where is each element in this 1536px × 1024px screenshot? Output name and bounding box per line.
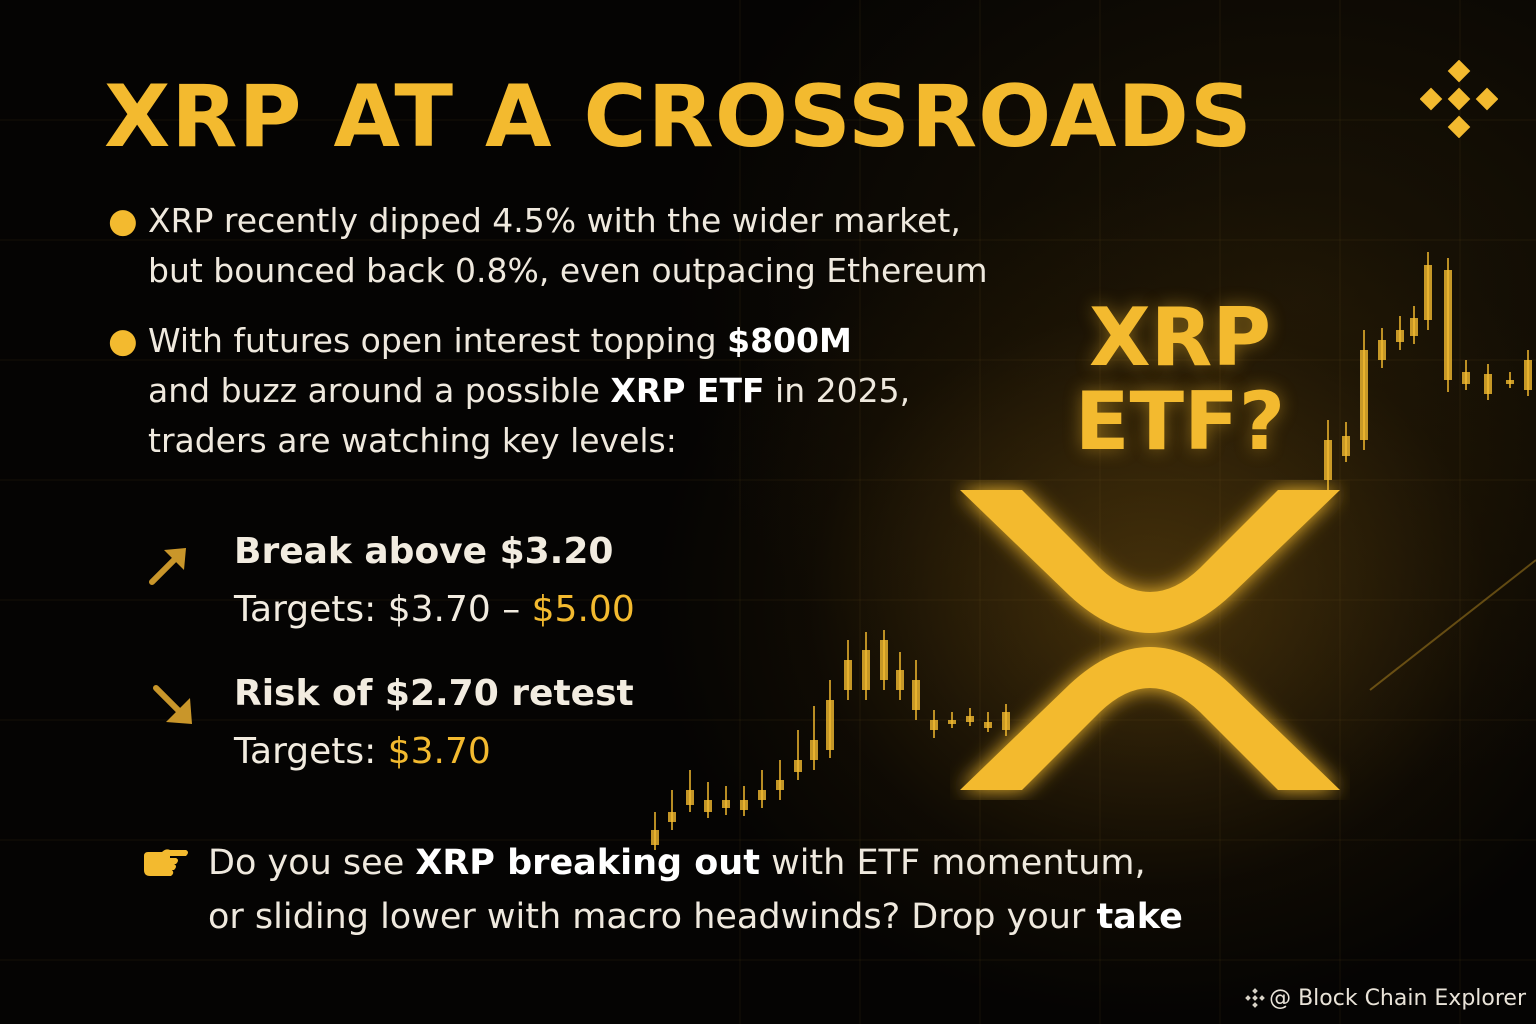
candle-body bbox=[1444, 270, 1452, 380]
candle-body bbox=[1462, 372, 1470, 384]
breakout-level: Break above $3.20 bbox=[234, 531, 614, 572]
bullet-text-1: XRP recently dipped 4.5% with the wider … bbox=[148, 196, 988, 296]
bullet-text-2: With futures open interest topping $800M… bbox=[148, 316, 910, 466]
candle-body bbox=[826, 700, 834, 750]
risk-level: Risk of $2.70 retest bbox=[234, 673, 634, 714]
candle-body bbox=[722, 800, 730, 808]
credit-watermark: @ Block Chain Explorer bbox=[1245, 984, 1526, 1014]
candle-body bbox=[651, 830, 659, 845]
etf-question-line-1: XRP bbox=[1089, 291, 1271, 384]
pointing-hand-icon bbox=[144, 849, 188, 876]
candle-body bbox=[686, 790, 694, 805]
candle-body bbox=[1410, 318, 1418, 336]
candle-body bbox=[776, 780, 784, 790]
candles bbox=[651, 252, 1532, 850]
candle-body bbox=[1396, 330, 1404, 342]
candle-body bbox=[1360, 350, 1368, 440]
text-line: XRP recently dipped 4.5% with the wider … bbox=[148, 201, 961, 240]
credit-text: @ Block Chain Explorer bbox=[1269, 986, 1526, 1011]
risk-targets: Targets: $3.70 bbox=[234, 731, 491, 772]
candle-body bbox=[880, 640, 888, 680]
candle-body bbox=[1002, 712, 1010, 730]
arrow-up-right-icon bbox=[149, 548, 186, 585]
headline: XRP AT A CROSSROADS bbox=[104, 67, 1253, 167]
xrp-logo-icon bbox=[960, 490, 1340, 790]
binance-small-icon bbox=[1245, 988, 1265, 1008]
text-line: traders are watching key levels: bbox=[148, 421, 677, 460]
binance-logo-icon bbox=[1420, 60, 1498, 138]
text-line: Do you see XRP breaking out with ETF mom… bbox=[208, 843, 1146, 883]
candle-body bbox=[1484, 374, 1492, 394]
candle-body bbox=[912, 680, 920, 710]
candle-body bbox=[810, 740, 818, 760]
text-line: With futures open interest topping $800M bbox=[148, 321, 852, 360]
candle-body bbox=[1324, 440, 1332, 480]
trend-line bbox=[1369, 559, 1536, 691]
candle-body bbox=[862, 650, 870, 690]
bullet-dot: ● bbox=[108, 201, 138, 241]
arrow-down-right-icon bbox=[153, 685, 192, 724]
candle-body bbox=[1424, 265, 1432, 320]
candle-body bbox=[1378, 340, 1386, 360]
text-line: or sliding lower with macro headwinds? D… bbox=[208, 897, 1183, 937]
candle-body bbox=[984, 722, 992, 728]
candle-body bbox=[794, 760, 802, 772]
candle-body bbox=[966, 716, 974, 722]
etf-question-line-2: ETF? bbox=[1074, 375, 1286, 468]
candle-body bbox=[930, 720, 938, 730]
candle-body bbox=[844, 660, 852, 690]
candle-body bbox=[1342, 436, 1350, 456]
candle-body bbox=[1524, 360, 1532, 390]
candle-body bbox=[758, 790, 766, 800]
call-to-action: Do you see XRP breaking out with ETF mom… bbox=[208, 836, 1183, 944]
text-line: but bounced back 0.8%, even outpacing Et… bbox=[148, 251, 988, 290]
breakout-targets: Targets: $3.70 – $5.00 bbox=[234, 589, 635, 630]
candle-body bbox=[704, 800, 712, 812]
text-line: and buzz around a possible XRP ETF in 20… bbox=[148, 371, 911, 410]
candle-body bbox=[1506, 380, 1514, 384]
candle-body bbox=[668, 812, 676, 822]
bullet-dot: ● bbox=[108, 321, 138, 361]
etf-question: XRP ETF? bbox=[1070, 296, 1290, 464]
candle-body bbox=[740, 800, 748, 810]
candle-body bbox=[948, 720, 956, 724]
candle-body bbox=[896, 670, 904, 690]
